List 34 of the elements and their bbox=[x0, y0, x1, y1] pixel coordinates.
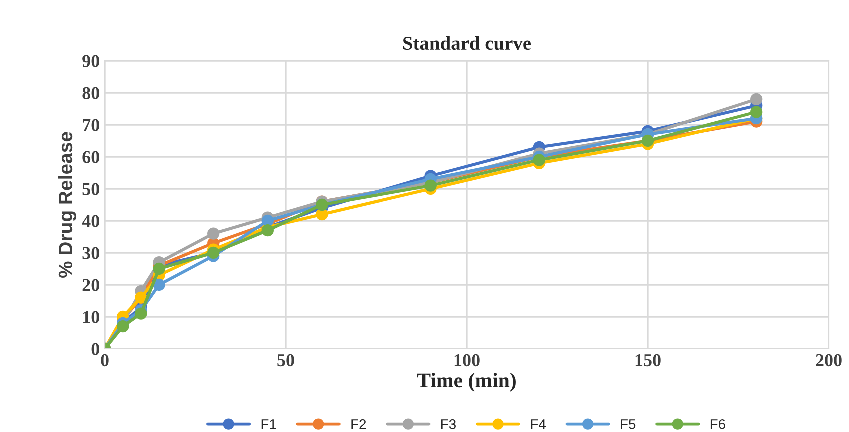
chart-title: Standard curve bbox=[403, 36, 532, 50]
point bbox=[262, 224, 274, 237]
x-tick-label: 150 bbox=[636, 354, 661, 367]
legend-label: F5 bbox=[621, 420, 636, 430]
y-tick-label: 0 bbox=[92, 343, 100, 356]
y-tick-label: 40 bbox=[82, 215, 100, 228]
y-axis-title: % Drug Release bbox=[58, 132, 77, 278]
point bbox=[750, 93, 763, 106]
y-tick-label: 20 bbox=[82, 279, 100, 292]
legend-label: F6 bbox=[710, 419, 726, 430]
point bbox=[153, 278, 166, 292]
point bbox=[424, 180, 437, 192]
y-tick-label: 10 bbox=[84, 311, 100, 324]
point bbox=[153, 262, 166, 276]
y-tick-label: 30 bbox=[82, 247, 100, 260]
x-tick-label: 200 bbox=[816, 354, 842, 367]
y-tick-label: 60 bbox=[82, 151, 100, 164]
x-tick-label: 50 bbox=[278, 354, 294, 367]
legend-label: F4 bbox=[531, 420, 546, 430]
point bbox=[750, 106, 763, 118]
point bbox=[135, 308, 148, 320]
y-tick-label: 50 bbox=[82, 183, 100, 196]
legend-label: F3 bbox=[442, 419, 456, 430]
point bbox=[208, 228, 220, 240]
x-tick-label: 100 bbox=[454, 354, 480, 367]
point bbox=[533, 154, 546, 166]
y-tick-label: 80 bbox=[82, 87, 100, 100]
y-tick-label: 70 bbox=[83, 119, 100, 132]
x-tick-label: 0 bbox=[101, 354, 109, 367]
legend-label: F2 bbox=[352, 419, 366, 430]
x-axis-title: Time (min) bbox=[417, 373, 516, 392]
y-tick-label: 90 bbox=[82, 55, 100, 68]
legend-label: F1 bbox=[262, 420, 276, 430]
point bbox=[117, 320, 130, 333]
